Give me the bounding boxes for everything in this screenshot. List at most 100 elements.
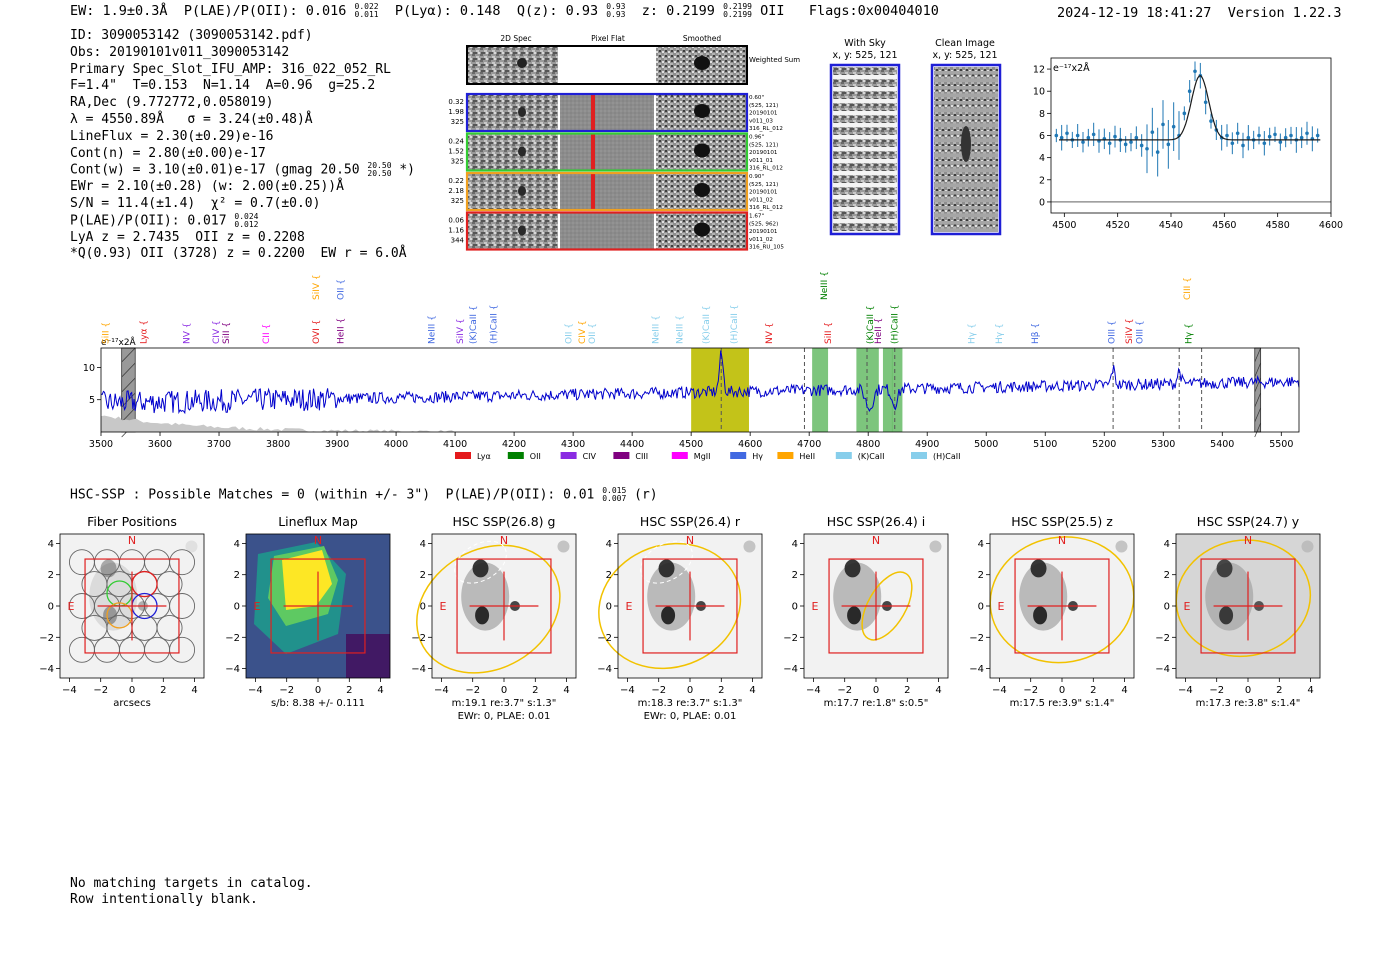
legend-swatch bbox=[507, 452, 524, 459]
cutout-row-meta: 20190101 bbox=[749, 150, 778, 156]
spectrum-trace bbox=[100, 350, 1300, 415]
panel-y-tick-label: 4 bbox=[420, 539, 426, 550]
emission-line-label: (K)CaII { bbox=[866, 305, 876, 344]
sky-fiber-gap bbox=[833, 75, 897, 79]
fit-data-point bbox=[1262, 141, 1267, 146]
sky-fiber-gap bbox=[833, 171, 897, 175]
spectrum-x-tick-label: 5200 bbox=[1092, 439, 1116, 450]
info-sn: S/N = 11.4(±1.4) χ² = 0.7(±0.0) bbox=[70, 195, 321, 211]
cutout-row-meta: 316_RL_012 bbox=[749, 166, 783, 172]
sky-fiber-row bbox=[833, 103, 897, 111]
sky-fiber-gap bbox=[833, 135, 897, 139]
emission-line-label: SiII { bbox=[824, 322, 834, 344]
z-bounds: 0.2199 0.2199 bbox=[723, 2, 752, 19]
clean-fiber-row bbox=[934, 179, 998, 184]
panel-x-tick-label: 4 bbox=[1307, 685, 1313, 696]
panel-x-tick-label: 2 bbox=[1276, 685, 1282, 696]
cutout-source-blob bbox=[694, 143, 710, 158]
cutout-source-blob bbox=[518, 107, 526, 117]
spectrum-x-tick-label: 4600 bbox=[738, 439, 762, 450]
hsc-plae-bounds: 0.015 0.007 bbox=[602, 486, 627, 503]
emission-line-label: Hβ { bbox=[1031, 323, 1041, 344]
cutout-row-value: 0.24 bbox=[448, 138, 464, 146]
cutout-row-meta: 316_RU_105 bbox=[749, 245, 784, 251]
fit-data-point bbox=[1113, 134, 1117, 139]
sky-fiber-row bbox=[833, 199, 897, 207]
fiber-circle bbox=[156, 614, 183, 641]
fit-data-point bbox=[1065, 131, 1069, 136]
fit-data-point bbox=[1193, 69, 1197, 74]
panel-title: Lineflux Map bbox=[278, 514, 358, 529]
emission-line-label: Hγ { bbox=[995, 323, 1005, 344]
sky-fiber-row bbox=[833, 91, 897, 99]
emission-line-label: NeIII { bbox=[652, 315, 662, 344]
panel-x-tick-label: 2 bbox=[160, 685, 166, 696]
fit-data-point bbox=[1283, 135, 1288, 140]
panel-x-tick-label: −2 bbox=[465, 685, 480, 696]
sky-fiber-row bbox=[833, 211, 897, 219]
spectrum-highlight-band bbox=[891, 348, 903, 432]
header-summary: EW: 1.9±0.3Å P(LAE)/P(OII): 0.016 0.022 0… bbox=[70, 2, 939, 20]
emission-line-label: Hγ { bbox=[1185, 323, 1195, 344]
mask-hatch bbox=[1254, 347, 1261, 363]
spectrum-x-tick-label: 3600 bbox=[148, 439, 172, 450]
spectrum-y-tick-label: 10 bbox=[83, 363, 95, 374]
cutout-row-1: 0.32 1.98 325 0.60" (525, 121) 20190101v011_0… bbox=[448, 92, 783, 132]
galaxy-core bbox=[1033, 606, 1048, 625]
legend-label: (H)CaII bbox=[933, 452, 960, 461]
panel-y-tick-label: −4 bbox=[969, 664, 984, 675]
panel-caption: m:17.7 re:1.8" s:0.5" bbox=[824, 698, 929, 709]
spectrum-x-tick-label: 4700 bbox=[797, 439, 821, 450]
sky-fiber-gap bbox=[833, 195, 897, 199]
cutout-2dspec bbox=[468, 94, 558, 131]
info-id: ID: 3090053142 (3090053142.pdf) bbox=[70, 28, 313, 43]
spectrum-x-tick-label: 5300 bbox=[1151, 439, 1175, 450]
panel-x-tick-label: 4 bbox=[563, 685, 569, 696]
info-q-oii: *Q(0.93) OII (3728) z = 0.2200 EW r = 6.… bbox=[70, 246, 407, 262]
panel-x-tick-label: −4 bbox=[62, 685, 77, 696]
fit-data-point bbox=[1278, 140, 1283, 144]
sky-fiber-gap bbox=[833, 159, 897, 163]
fit-data-point bbox=[1075, 133, 1080, 138]
legend-label: (K)CaII bbox=[858, 452, 885, 461]
sky-residual-fill bbox=[101, 415, 456, 432]
clean-fiber-row bbox=[934, 82, 998, 86]
neighbor-source bbox=[743, 540, 756, 553]
with-sky-title: With Sky bbox=[844, 38, 886, 49]
clean-fiber-row bbox=[934, 224, 998, 229]
clean-fiber-row bbox=[934, 97, 998, 101]
info-ewr: EWr = 2.10(±0.28) (w: 2.00(±0.25))Å bbox=[70, 179, 344, 195]
galaxy-core bbox=[1030, 559, 1047, 578]
panel-caption: EWr: 0, PLAE: 0.01 bbox=[644, 711, 737, 722]
emission-line-label: OII { bbox=[588, 323, 598, 344]
cutout-row-meta: 0.90" bbox=[749, 174, 764, 180]
fit-data-point bbox=[1091, 132, 1096, 137]
z-value: z: 0.2199 bbox=[641, 3, 715, 19]
spectrum-unit-label: e⁻¹⁷x2Å bbox=[101, 336, 137, 348]
fit-unit-label: e⁻¹⁷x2Å bbox=[1053, 62, 1090, 74]
panel-y-tick-label: 2 bbox=[978, 570, 984, 581]
cutout-row-meta: 0.96" bbox=[749, 135, 764, 141]
sky-fiber-row bbox=[833, 187, 897, 195]
qz-value: Q(z): 0.93 bbox=[516, 3, 599, 19]
cutout-source-blob bbox=[694, 104, 710, 118]
col-title-2dspec: 2D Spec bbox=[500, 34, 531, 43]
panel-x-tick-label: 2 bbox=[532, 685, 538, 696]
target-box bbox=[456, 558, 552, 654]
sky-fiber-gap bbox=[833, 219, 897, 223]
emission-line-label: (H)CaII { bbox=[891, 305, 901, 345]
emission-line-label: OII { bbox=[337, 279, 347, 300]
legend-label: MgII bbox=[694, 452, 711, 461]
clean-fiber-row bbox=[934, 119, 998, 124]
fit-data-point bbox=[1182, 111, 1187, 116]
panel-y-tick-label: 0 bbox=[792, 602, 798, 613]
sky-fiber-gap bbox=[833, 183, 897, 187]
emission-line-label: (H)CaII { bbox=[730, 305, 740, 345]
panel-y-tick-label: 0 bbox=[420, 602, 426, 613]
cutout-2dspec bbox=[468, 212, 558, 250]
cutout-row-3: 0.22 2.18 325 0.90" (525, 121) 20190101v011_0… bbox=[448, 171, 783, 211]
cutout-row-meta: (525, 962) bbox=[749, 221, 778, 227]
imaging-panel-6: HSC SSP(25.5) z N E −4 −2 0 2 4 −4 −2 0 2 4 m:17.5 re… bbox=[969, 514, 1135, 709]
panel-title: HSC SSP(26.4) i bbox=[827, 514, 925, 529]
cutout-row-meta: (525, 121) bbox=[749, 103, 778, 109]
